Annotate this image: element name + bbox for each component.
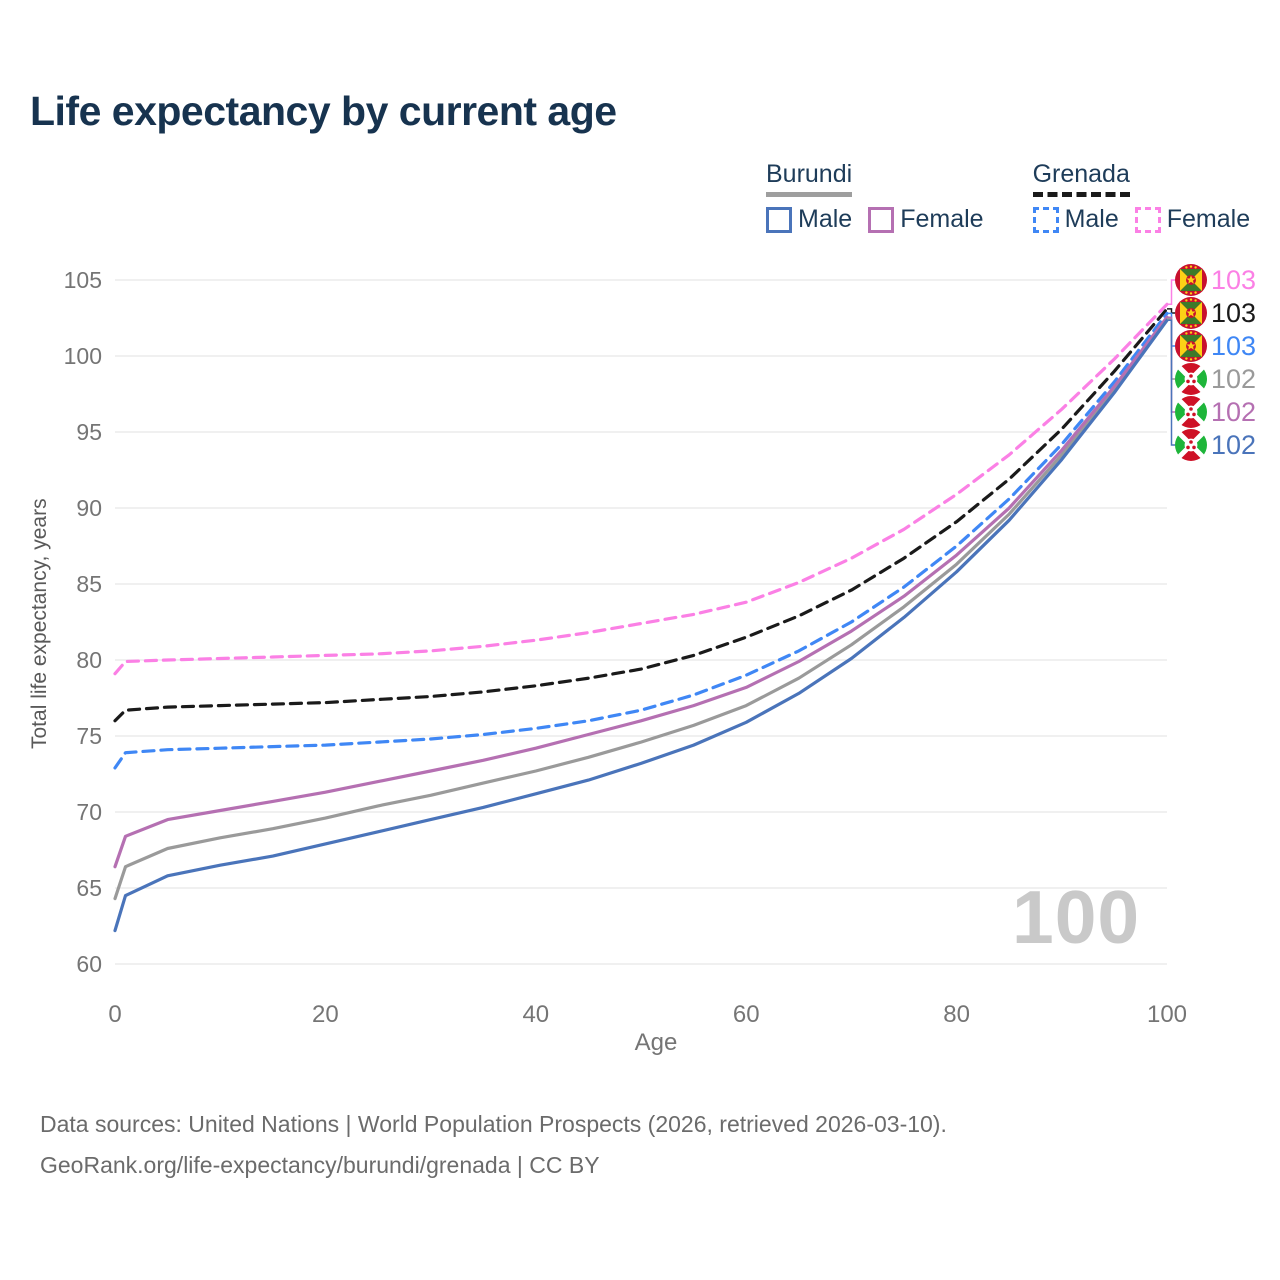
x-tick-60: 60 <box>733 1001 760 1028</box>
end-label-burundi-female: 102 <box>1211 397 1256 427</box>
y-tick-100: 100 <box>64 343 102 369</box>
page-title: Life expectancy by current age <box>30 88 617 134</box>
grenada-flag-icon <box>1175 297 1207 329</box>
series-lines <box>113 302 1169 933</box>
x-axis-title: Age <box>635 1029 678 1056</box>
y-tick-65: 65 <box>76 875 102 901</box>
y-tick-70: 70 <box>76 799 102 825</box>
series-line-grenada-male <box>113 311 1169 770</box>
age-watermark: 100 <box>1012 875 1141 959</box>
legend-group-grenada: Grenada Male Female <box>1032 160 1267 234</box>
series-line-burundi-male <box>113 318 1169 933</box>
end-label-burundi-male: 102 <box>1211 430 1256 460</box>
x-tick-100: 100 <box>1147 1001 1187 1028</box>
series-line-burundi-female <box>113 315 1169 869</box>
y-tick-85: 85 <box>76 571 102 597</box>
y-tick-105: 105 <box>64 267 102 293</box>
x-tick-80: 80 <box>943 1001 970 1028</box>
x-tick-40: 40 <box>522 1001 549 1028</box>
end-label-burundi-both: 102 <box>1211 364 1256 394</box>
y-tick-80: 80 <box>76 647 102 673</box>
y-tick-75: 75 <box>76 723 102 749</box>
series-line-grenada-female <box>113 302 1169 676</box>
leader-line <box>1167 308 1175 314</box>
burundi-male-swatch-icon <box>766 206 792 233</box>
legend-label-grenada-female: Female <box>1166 205 1251 233</box>
burundi-flag-icon <box>1174 362 1208 396</box>
grenada-flag-icon <box>1175 264 1207 296</box>
axis-labels: 60 65 70 75 80 85 90 95 100 105 0 20 40 60 80 100 Age <box>64 267 1187 1056</box>
end-label-grenada-female: 103 <box>1211 265 1256 295</box>
legend-group-burundi: Burundi Male Female <box>766 160 1000 234</box>
legend-country-burundi: Burundi <box>766 160 853 197</box>
x-tick-20: 20 <box>312 1001 339 1028</box>
legend-label-burundi-male: Male <box>798 205 853 233</box>
legend-country-grenada: Grenada <box>1032 160 1130 197</box>
y-tick-95: 95 <box>76 419 102 445</box>
legend-label-burundi-female: Female <box>900 205 984 233</box>
georank-url-line: GeoRank.org/life-expectancy/burundi/gren… <box>40 1152 600 1178</box>
burundi-flag-icon <box>1174 395 1208 429</box>
grenada-female-swatch-icon <box>1134 206 1161 233</box>
series-line-burundi-both <box>113 317 1169 901</box>
burundi-female-swatch-icon <box>868 206 895 233</box>
series-line-grenada-both <box>113 307 1169 723</box>
gridlines <box>115 279 1167 965</box>
y-tick-60: 60 <box>76 951 102 977</box>
y-tick-90: 90 <box>76 495 102 521</box>
legend-label-grenada-male: Male <box>1064 205 1119 233</box>
end-label-grenada-both: 103 <box>1211 298 1256 328</box>
grenada-male-swatch-icon <box>1032 206 1059 233</box>
burundi-flag-icon <box>1174 428 1208 462</box>
leader-line <box>1167 279 1175 306</box>
x-tick-0: 0 <box>108 1001 121 1028</box>
end-label-grenada-male: 103 <box>1211 331 1256 361</box>
source-attribution: Data sources: United Nations | World Pop… <box>40 1104 947 1186</box>
leader-line <box>1167 319 1175 446</box>
grenada-flag-icon <box>1175 330 1207 362</box>
chart-legend: Burundi Male Female Grenada Male Female <box>766 160 1266 234</box>
data-sources-line: Data sources: United Nations | World Pop… <box>40 1111 947 1137</box>
